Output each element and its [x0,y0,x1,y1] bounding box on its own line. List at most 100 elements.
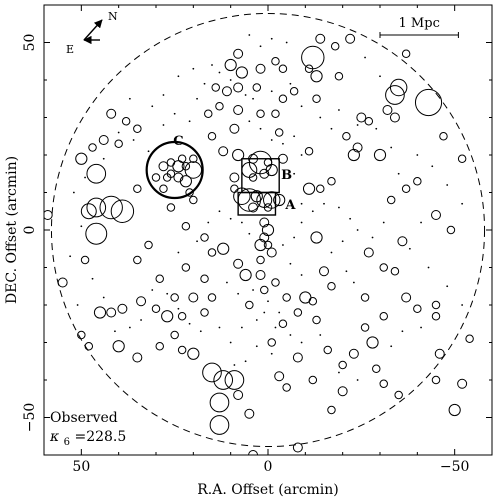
galaxy-circle [327,282,336,291]
galaxy-circle [259,217,270,228]
galaxy-circle [254,238,267,252]
galaxy-circle [166,158,176,167]
galaxy-circle [188,292,199,303]
galaxy-dot [255,319,258,321]
compass: N E [66,10,118,56]
galaxy-circle [77,330,86,340]
galaxy-dot [323,202,325,205]
north-arrow-icon [83,19,103,41]
galaxy-circle [229,172,240,183]
galaxy-dot [248,232,251,235]
galaxy-circle [184,161,203,179]
galaxy-circle [312,94,321,103]
galaxy-circle [200,308,209,317]
y-tick-label-0: 0 [22,226,38,235]
galaxy-circle [245,300,254,310]
galaxy-dot [341,240,344,243]
galaxy-circle [259,168,270,179]
galaxy-dot [140,319,142,321]
galaxy-circle [80,255,90,265]
galaxy-circle [293,308,303,317]
galaxy-circle [230,184,239,193]
galaxy-dot [282,244,284,246]
galaxy-dot [289,82,292,85]
galaxy-circle [431,375,441,385]
galaxy-circle [263,203,273,212]
galaxy-dot [259,45,262,48]
galaxy-dot [166,292,169,295]
galaxy-circle [88,143,97,152]
galaxy-dot [274,326,277,329]
galaxy-circle [385,85,405,105]
galaxy-dot [338,109,340,111]
galaxy-circle [224,58,237,72]
galaxy-dot [192,67,195,70]
galaxy-circle [106,108,117,119]
galaxy-dot [319,116,322,119]
galaxy-dot [270,352,273,355]
galaxy-circle [401,49,411,58]
galaxy-circle [263,240,273,250]
galaxy-circle [334,72,344,81]
galaxy-circle [274,128,284,137]
galaxy-circle [80,203,97,220]
galaxy-circle [117,303,128,314]
kappa-symbol: κ [49,429,59,445]
galaxy-dot [207,221,210,224]
plot-content [44,12,486,455]
galaxy-circle [189,195,198,205]
galaxy-circle [86,197,107,218]
galaxy-dot [128,326,131,329]
galaxy-dot [177,251,180,254]
galaxy-dot [162,124,165,126]
galaxy-circle [282,293,291,302]
galaxy-circle [181,162,191,171]
galaxy-circle [364,117,374,126]
galaxy-dot [390,146,393,149]
galaxy-circle [282,383,291,392]
galaxy-circle [302,182,316,195]
galaxy-circle [372,364,381,373]
galaxy-circle [159,184,168,193]
galaxy-circle [457,378,468,389]
galaxy-dot [446,184,449,186]
galaxy-circle [266,247,277,258]
galaxy-dot [461,304,464,306]
galaxy-circle [289,87,299,96]
galaxy-circle [379,379,388,388]
galaxy-dot [401,330,404,333]
galaxy-dot [102,296,105,299]
galaxy-circle [401,292,412,303]
galaxy-dot [431,165,434,168]
observed-label: Observed [50,410,118,426]
galaxy-circle [133,255,142,265]
galaxy-dot [300,154,303,156]
galaxy-circle [215,102,224,111]
galaxy-dot [278,311,281,314]
B-box [241,158,280,194]
galaxy-dot [356,229,359,231]
galaxy-dot [203,82,206,85]
kappa-label: κ 6 =228.5 [49,429,126,449]
galaxy-circle [170,293,179,302]
galaxy-circle [397,236,408,247]
galaxy-dot [397,172,400,175]
galaxy-circle [133,184,142,193]
galaxy-circle [310,231,323,244]
galaxy-dot [375,127,378,130]
galaxy-circle [304,147,314,156]
galaxy-dot [117,131,120,134]
galaxy-dot [244,94,247,96]
galaxy-dot [244,360,247,363]
galaxy-dot [259,127,262,130]
galaxy-circle [278,94,288,103]
galaxy-circle [457,154,467,163]
galaxy-dot [255,345,258,348]
plot-frame [43,4,493,456]
galaxy-circle [200,233,209,242]
galaxy-circle [256,255,265,265]
galaxy-dot [211,64,213,66]
galaxy-circle [233,258,244,269]
galaxy-circle [144,240,153,250]
